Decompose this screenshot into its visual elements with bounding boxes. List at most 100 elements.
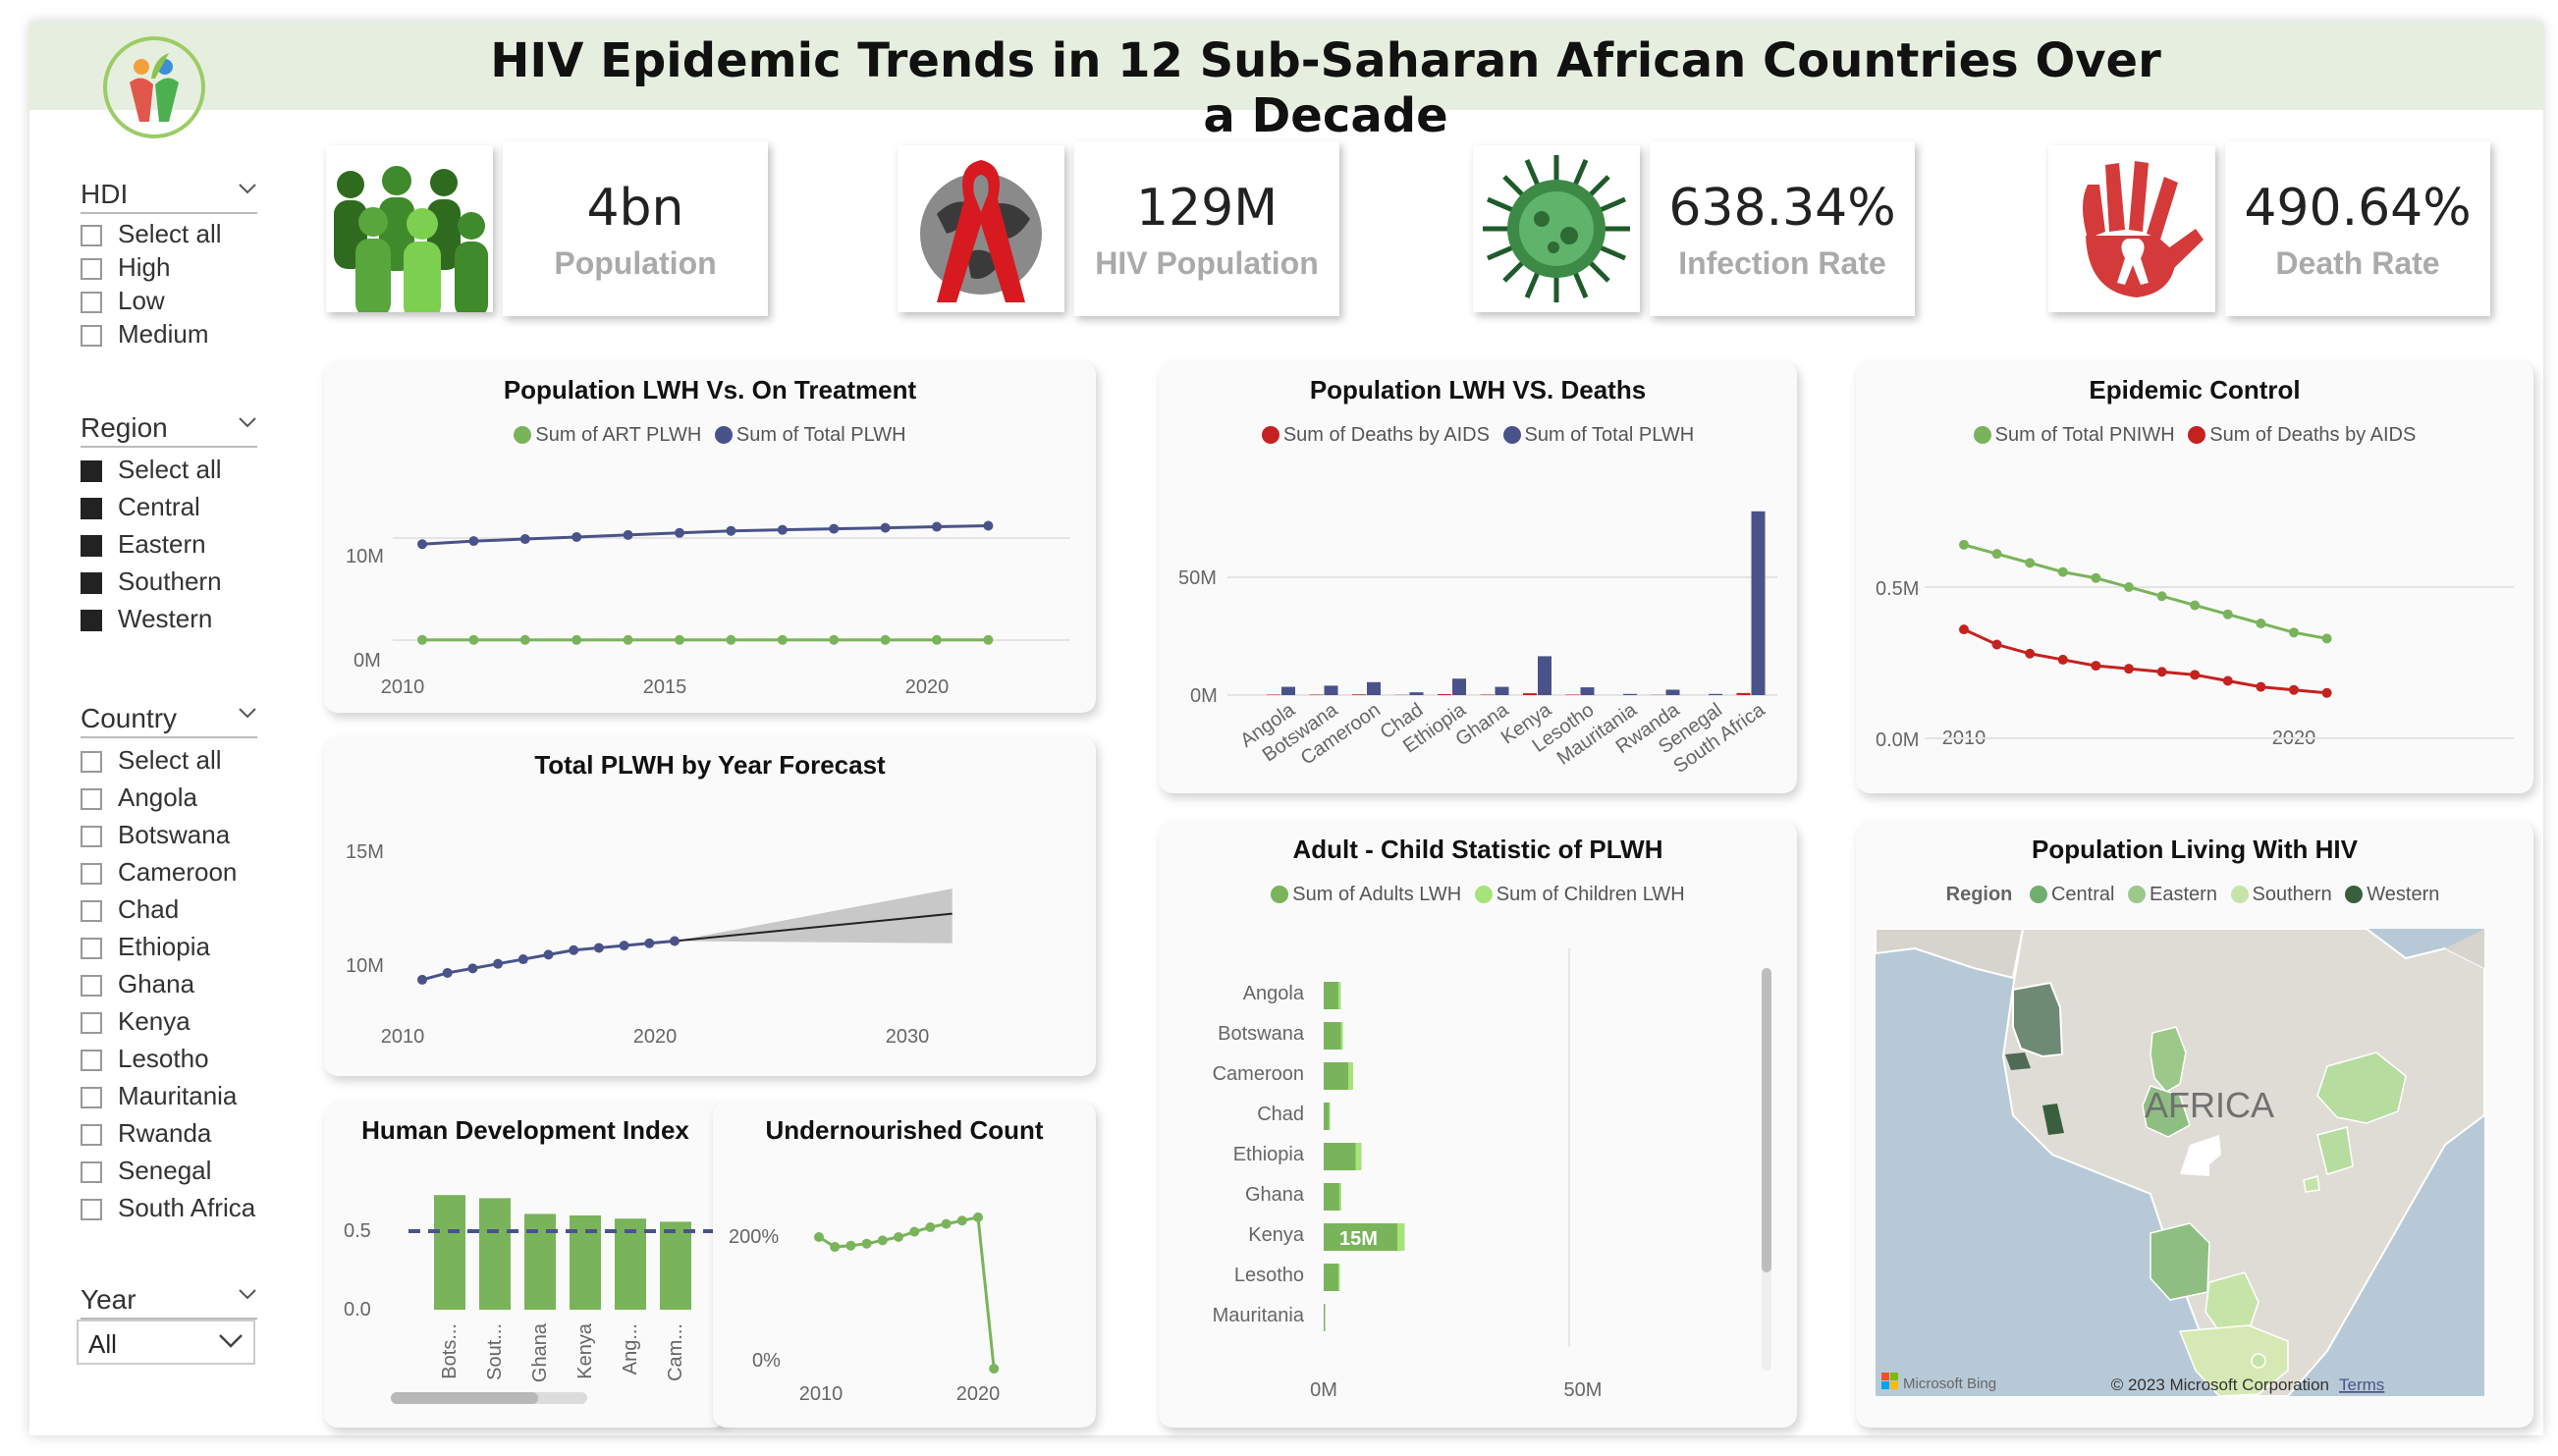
undernourished-point[interactable] [877,1235,888,1246]
hdi-bar[interactable] [660,1221,691,1310]
legend-item[interactable]: Sum of Deaths by AIDS [2188,424,2416,446]
pniwh-point[interactable] [1991,549,2002,560]
hdi-bar[interactable] [524,1213,556,1310]
map-terms-link[interactable]: Terms [2339,1375,2384,1394]
plwh-bar[interactable] [1623,693,1637,695]
chevron-down-icon[interactable] [238,1288,257,1302]
region-option[interactable]: Select all [81,454,222,485]
total-plwh-point[interactable] [726,525,736,536]
checkbox[interactable] [81,1012,102,1034]
adults-bar[interactable] [1324,1223,1397,1251]
undernourished-point[interactable] [845,1240,856,1251]
year-dropdown[interactable]: All [77,1320,255,1365]
hdi-bar[interactable] [479,1198,511,1310]
art-plwh-point[interactable] [880,634,891,645]
plwh-bar[interactable] [1409,692,1424,695]
art-plwh-point[interactable] [932,634,942,645]
undernourished-chart[interactable]: 200% 0% 2010 2020 [713,1102,1096,1428]
undernourished-point[interactable] [814,1232,824,1242]
chevron-down-icon[interactable] [238,707,257,721]
checkbox[interactable] [81,751,102,773]
africa-map[interactable]: AFRICA Microsoft Bing © 2023 Microsoft C… [1856,821,2533,1428]
legend-item[interactable]: Sum of Deaths by AIDS [1261,424,1490,446]
checkbox[interactable] [81,900,102,922]
total-plwh-point[interactable] [675,527,684,538]
checkbox[interactable] [81,1087,102,1108]
art-plwh-point[interactable] [777,634,788,645]
children-bar[interactable] [1329,1103,1331,1130]
undernourished-point[interactable] [894,1232,903,1242]
art-plwh-point[interactable] [726,634,736,645]
country-slicer-title[interactable]: Country [81,703,257,738]
deaths-point[interactable] [1991,639,2002,650]
art-plwh-point[interactable] [519,634,530,645]
plwh-point[interactable] [417,974,427,985]
deaths-bar[interactable] [1523,693,1537,695]
plwh-point[interactable] [493,958,504,969]
total-plwh-point[interactable] [777,524,788,535]
legend-item[interactable]: Sum of Adults LWH [1271,884,1461,905]
country-option[interactable]: Angola [81,782,197,813]
total-plwh-point[interactable] [623,529,633,540]
country-option[interactable]: Chad [81,893,179,925]
pniwh-point[interactable] [2156,591,2167,602]
deaths-point[interactable] [2057,654,2068,665]
deaths-bar[interactable] [1352,694,1366,695]
plwh-point[interactable] [467,963,478,974]
hdi-option[interactable]: Select all [81,218,222,249]
plwh-bar[interactable] [1367,681,1381,695]
legend-item[interactable]: Central [2029,884,2114,905]
plwh-point[interactable] [593,943,604,953]
region-option[interactable]: Eastern [81,528,206,560]
checkbox[interactable] [81,1124,102,1146]
country-option[interactable]: South Africa [81,1192,255,1223]
checkbox[interactable] [81,1161,102,1183]
art-plwh-point[interactable] [417,634,427,645]
lwh-treatment-chart[interactable]: 10M 0M 2010 2015 2020 [324,361,1096,713]
deaths-bar[interactable] [1438,694,1451,695]
total-plwh-point[interactable] [880,522,891,533]
legend-item[interactable]: Eastern [2128,884,2217,905]
plwh-point[interactable] [442,967,453,978]
total-plwh-point[interactable] [983,520,994,531]
forecast-chart[interactable]: 15M 10M 2010 2020 2030 [324,736,1096,1076]
pniwh-point[interactable] [2321,633,2332,644]
adults-bar[interactable] [1324,1183,1339,1211]
total-plwh-point[interactable] [932,521,942,532]
total-plwh-point[interactable] [519,534,530,545]
children-bar[interactable] [1348,1062,1353,1090]
legend-item[interactable]: Southern [2230,884,2332,905]
art-plwh-point[interactable] [571,634,582,645]
country-option[interactable]: Botswana [81,819,230,850]
checkbox[interactable] [81,460,102,482]
checkbox[interactable] [81,1050,102,1071]
checkbox[interactable] [81,535,102,557]
undernourished-point[interactable] [956,1215,967,1226]
checkbox[interactable] [81,572,102,594]
adults-bar[interactable] [1324,1304,1326,1331]
pniwh-point[interactable] [2057,566,2068,577]
children-bar[interactable] [1338,982,1341,1009]
total-plwh-point[interactable] [829,523,840,534]
hdi-bar[interactable] [615,1218,646,1310]
pniwh-point[interactable] [2289,627,2299,638]
adults-bar[interactable] [1324,1022,1341,1050]
plwh-point[interactable] [543,949,554,960]
country-option[interactable]: Mauritania [81,1080,237,1111]
plwh-bar[interactable] [1538,656,1551,695]
adults-bar[interactable] [1324,1103,1330,1130]
scrollbar-thumb[interactable] [1762,968,1771,1272]
total-plwh-point[interactable] [468,536,479,547]
children-bar[interactable] [1355,1143,1362,1170]
pniwh-point[interactable] [2091,572,2101,583]
plwh-point[interactable] [517,954,528,965]
art-plwh-point[interactable] [829,634,840,645]
checkbox[interactable] [81,610,102,631]
adults-bar[interactable] [1324,1143,1356,1170]
plwh-point[interactable] [670,936,680,946]
chevron-down-icon[interactable] [238,183,257,196]
hdi-bar[interactable] [434,1195,465,1310]
hdi-chart[interactable]: 0.5 0.0 Bots... Sout... Ghana Kenya Ang... Ca… [324,1102,727,1428]
country-option[interactable]: Select all [81,744,222,776]
deaths-point[interactable] [2222,675,2233,686]
